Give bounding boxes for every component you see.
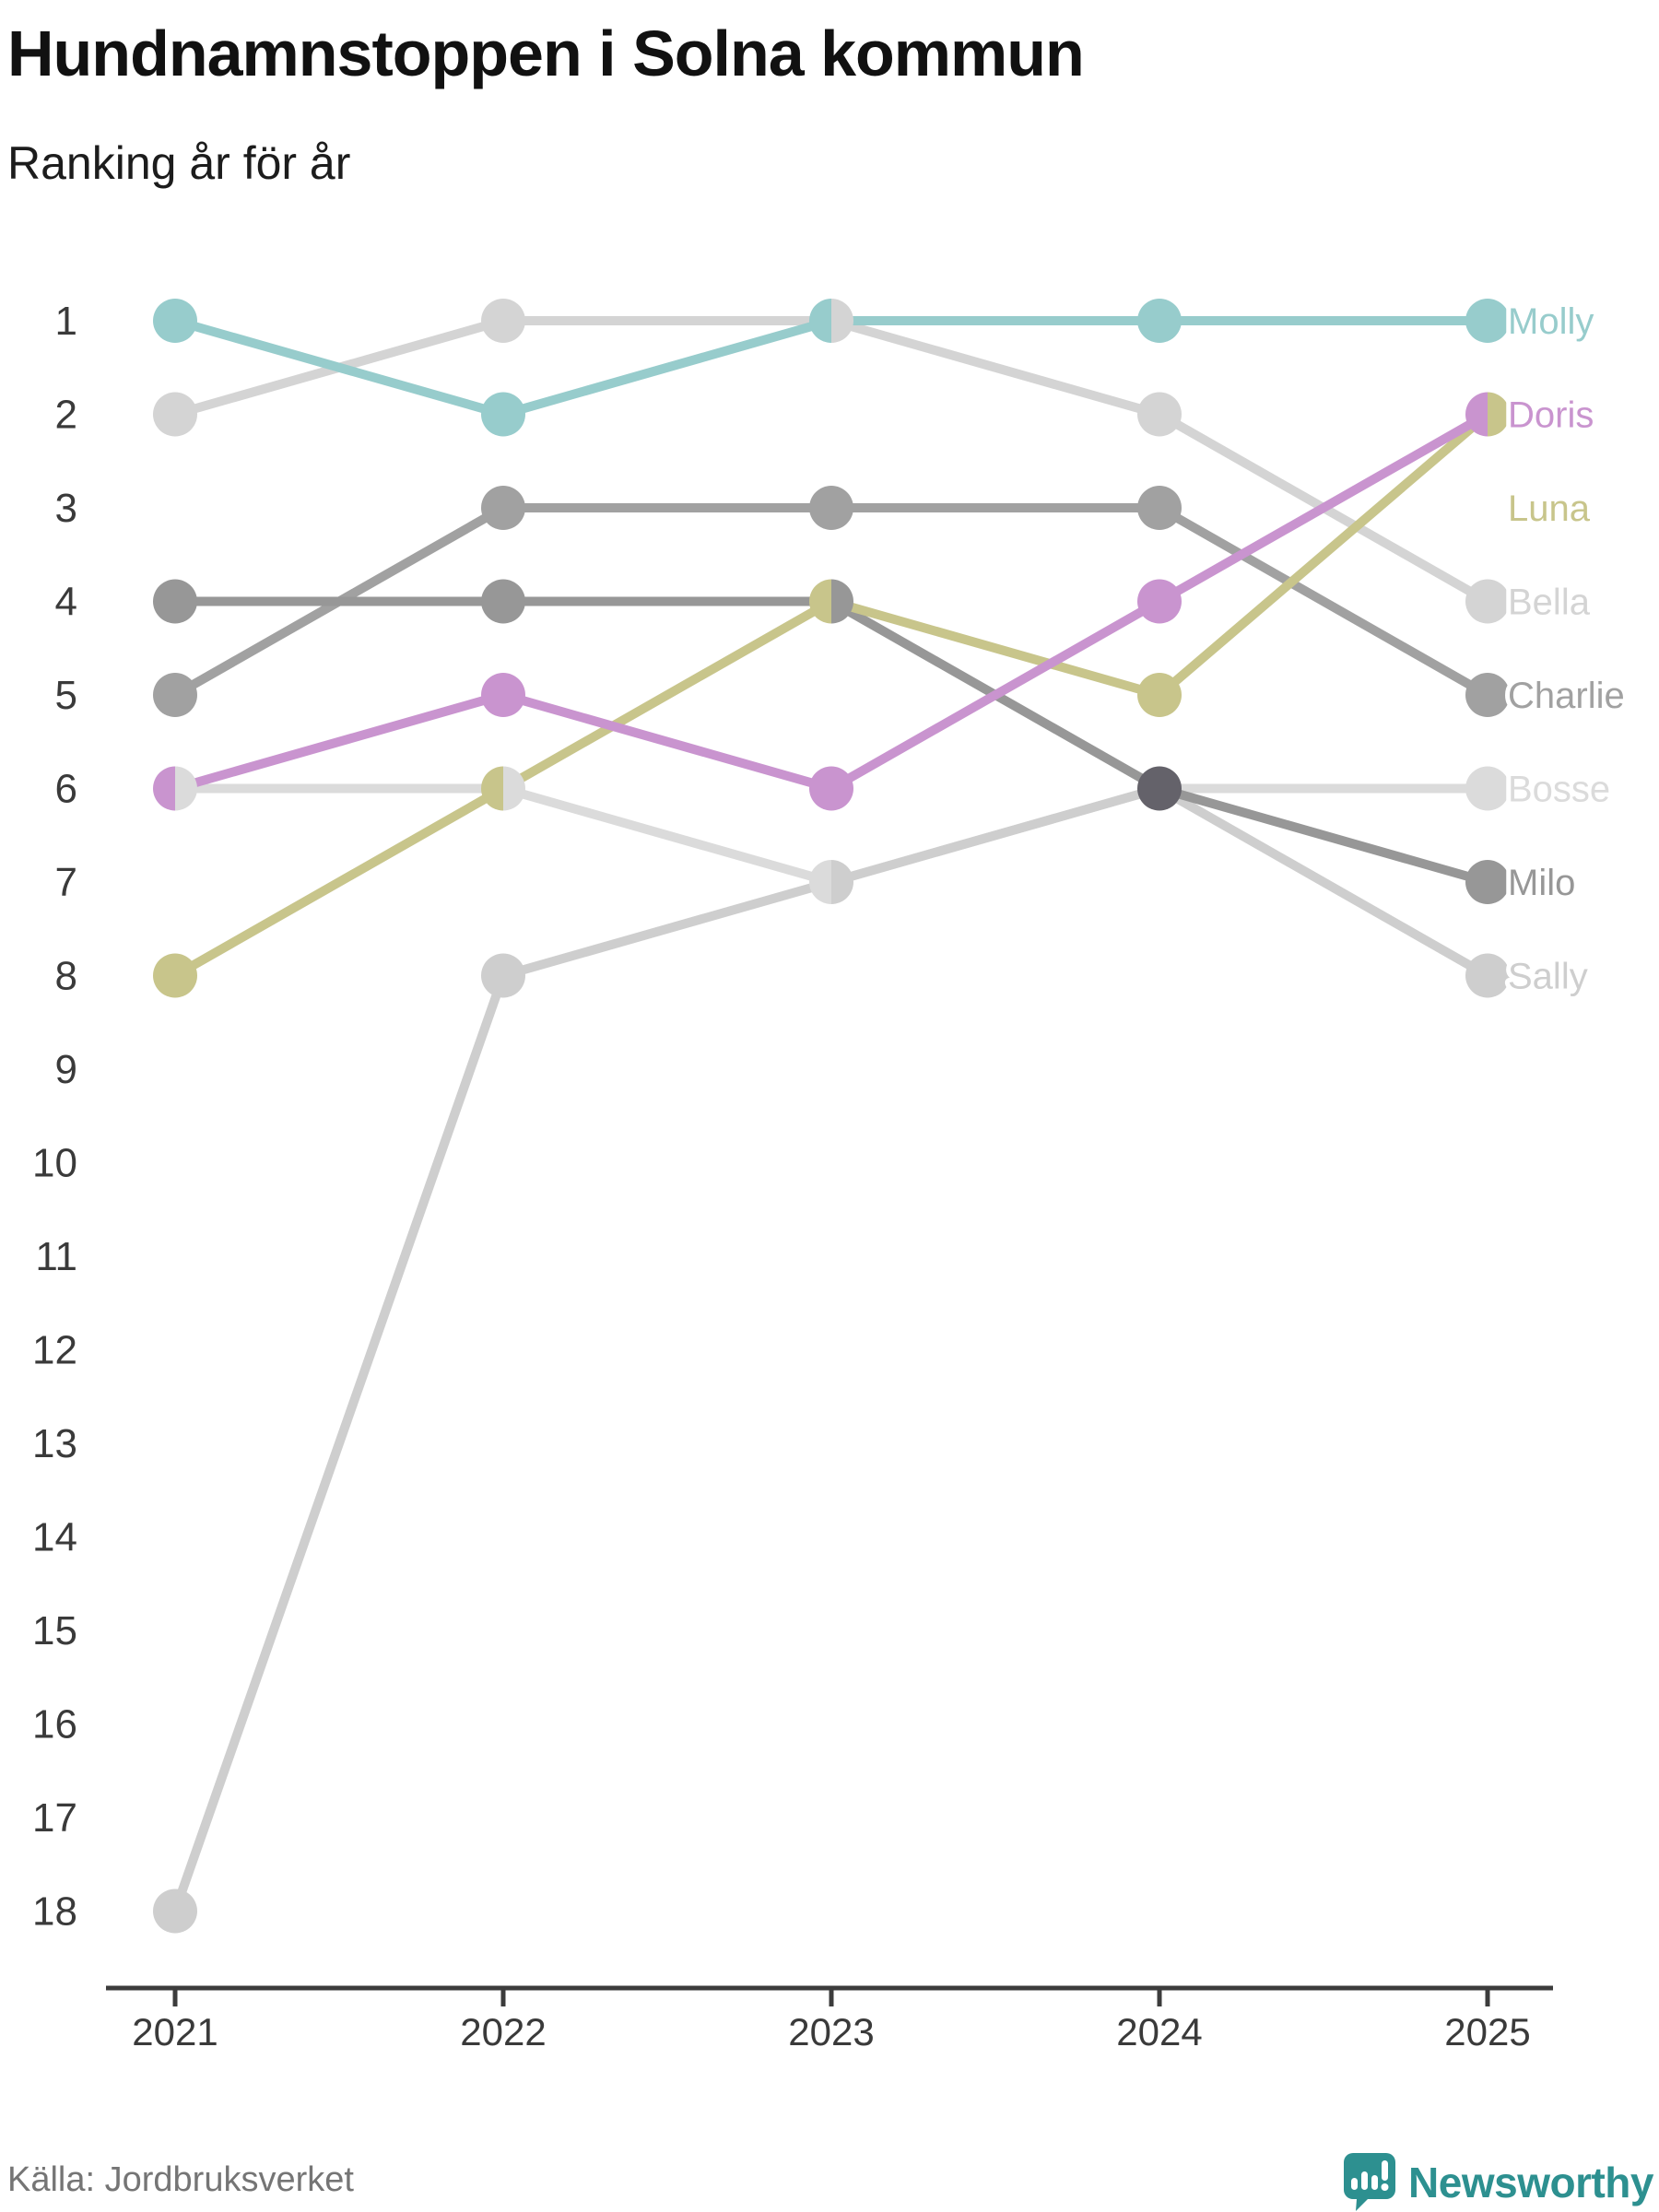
data-point: [809, 766, 853, 811]
data-point: [1137, 392, 1182, 437]
data-point: [481, 673, 525, 717]
series-line-sally: [171, 783, 1490, 1913]
data-point: [1137, 299, 1182, 343]
data-point: [481, 953, 525, 998]
source-note: Källa: Jordbruksverket: [7, 2160, 354, 2199]
data-point: [1465, 953, 1510, 998]
data-point: [1137, 673, 1182, 717]
data-point: [1465, 766, 1510, 811]
data-point: [153, 299, 197, 343]
data-point: [1137, 579, 1182, 624]
newsworthy-bubble-icon: [1344, 2153, 1396, 2211]
data-point-split-right: [1488, 392, 1510, 437]
data-point-split-right: [503, 766, 525, 811]
data-point-split-left: [481, 766, 503, 811]
series-label-sally: Sally: [1508, 957, 1588, 997]
data-point: [1137, 486, 1182, 530]
series-label-charlie: Charlie: [1508, 676, 1625, 716]
data-point: [1465, 673, 1510, 717]
rank-axis-label: 1: [55, 299, 77, 344]
year-axis-label: 2024: [1116, 2010, 1202, 2053]
rank-axis-label: 12: [32, 1328, 77, 1373]
rank-axis-label: 6: [55, 767, 77, 812]
series-line-bella: [173, 316, 1490, 606]
series-line-milo: [175, 596, 1489, 887]
rank-axis-label: 17: [32, 1795, 77, 1841]
newsworthy-logo: Newsworthy: [1344, 2153, 1653, 2212]
rank-axis-label: 8: [55, 954, 77, 999]
data-point: [153, 579, 197, 624]
rank-axis-label: 15: [32, 1608, 77, 1653]
newsworthy-wordmark: Newsworthy: [1408, 2159, 1653, 2206]
rank-axis-label: 4: [55, 580, 77, 625]
data-point: [481, 486, 525, 530]
series-label-milo: Milo: [1508, 863, 1575, 903]
data-point-split-left: [153, 766, 175, 811]
data-point-split-right: [831, 579, 854, 624]
series-label-bosse: Bosse: [1508, 770, 1610, 810]
data-point-split-left: [809, 299, 831, 343]
page-title: Hundnamnstoppen i Solna kommun: [7, 18, 1085, 89]
rank-axis-label: 7: [55, 860, 77, 905]
data-point: [153, 953, 197, 998]
series-label-doris: Doris: [1508, 395, 1594, 436]
data-point: [153, 1888, 197, 1934]
rank-axis-label: 11: [35, 1234, 77, 1279]
year-axis-label: 2021: [132, 2010, 218, 2053]
data-point-split-left: [1465, 392, 1488, 437]
rank-axis-label: 5: [55, 673, 77, 718]
rank-axis-label: 16: [32, 1702, 77, 1747]
series-label-molly: Molly: [1508, 301, 1594, 342]
data-point-multi: [1137, 766, 1182, 811]
rank-axis-label: 14: [32, 1515, 77, 1560]
rank-axis-label: 2: [55, 393, 77, 438]
rank-axis-label: 13: [32, 1421, 77, 1466]
data-point: [1465, 579, 1510, 624]
data-point-split-right: [831, 299, 853, 343]
data-point: [481, 299, 525, 343]
rank-axis-label: 10: [32, 1141, 77, 1186]
year-axis-label: 2022: [460, 2010, 546, 2053]
rank-axis-label: 18: [32, 1889, 77, 1935]
data-point: [153, 392, 197, 437]
data-point-split-right: [831, 860, 853, 904]
year-axis-label: 2023: [788, 2010, 874, 2053]
data-point: [481, 392, 525, 437]
data-point-split-left: [809, 579, 831, 624]
data-point: [1465, 860, 1510, 904]
year-axis-label: 2025: [1444, 2010, 1530, 2053]
data-point: [809, 486, 853, 530]
rank-axis-label: 9: [55, 1047, 77, 1092]
series-label-bella: Bella: [1508, 582, 1591, 623]
data-point: [153, 673, 197, 717]
data-point-split-left: [809, 860, 831, 904]
page-subtitle: Ranking år för år: [7, 137, 351, 189]
data-point-split-right: [175, 766, 197, 811]
data-point: [1465, 299, 1510, 343]
data-point: [481, 579, 525, 624]
series-label-luna: Luna: [1508, 488, 1591, 529]
rank-axis-label: 3: [55, 486, 77, 531]
